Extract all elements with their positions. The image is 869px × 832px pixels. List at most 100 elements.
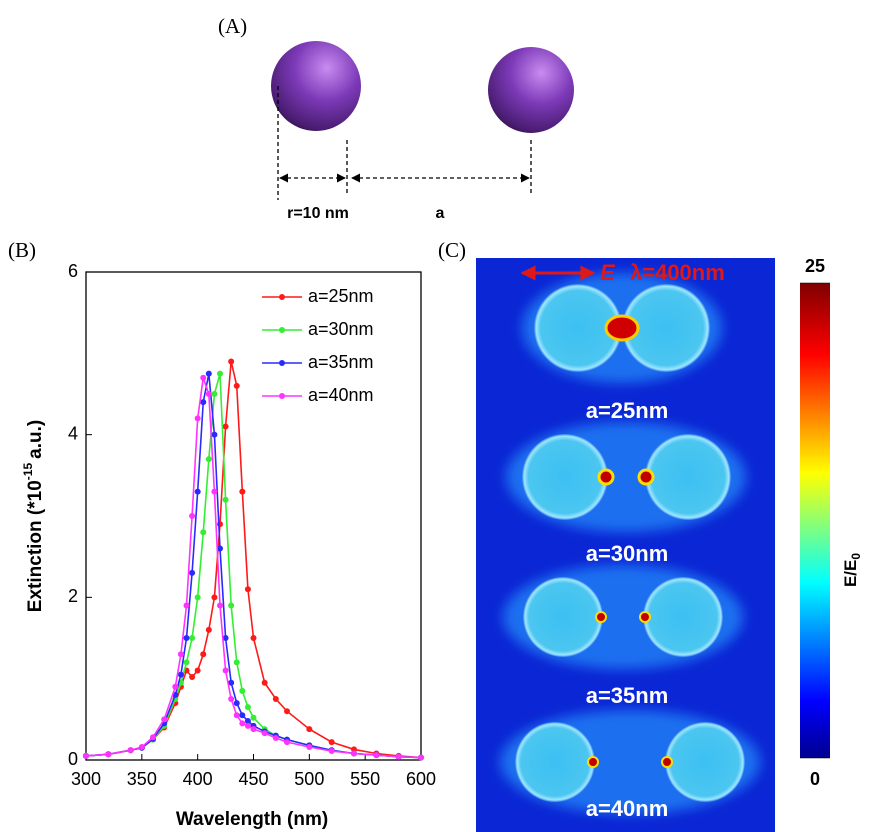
x-tick-label: 500 xyxy=(294,769,324,789)
legend-marker xyxy=(279,327,285,333)
data-point xyxy=(184,635,190,641)
data-point xyxy=(206,391,212,397)
legend-marker xyxy=(279,294,285,300)
y-label-exponent: -15 xyxy=(21,463,35,481)
sphere xyxy=(488,47,574,133)
data-point xyxy=(139,744,145,750)
data-point xyxy=(223,424,229,430)
data-point xyxy=(211,432,217,438)
data-point xyxy=(211,391,217,397)
data-point xyxy=(251,715,257,721)
panel-label: (C) xyxy=(438,238,466,262)
data-point xyxy=(195,668,201,674)
data-point xyxy=(161,716,167,722)
x-tick-label: 450 xyxy=(238,769,268,789)
data-point xyxy=(373,752,379,758)
data-point xyxy=(239,720,245,726)
plot-frame xyxy=(86,272,421,760)
data-point xyxy=(396,754,402,760)
data-point xyxy=(128,747,134,753)
sphere xyxy=(271,41,361,131)
spacing-label: a=25nm xyxy=(586,398,669,423)
data-point xyxy=(306,726,312,732)
data-point xyxy=(251,635,257,641)
x-tick-label: 600 xyxy=(406,769,436,789)
data-point xyxy=(200,529,206,535)
spacing-label: a=30nm xyxy=(586,541,669,566)
data-point xyxy=(245,723,251,729)
data-point xyxy=(262,730,268,736)
data-point xyxy=(178,672,184,678)
panel-label: (A) xyxy=(218,14,247,38)
x-tick-label: 350 xyxy=(127,769,157,789)
data-point xyxy=(228,696,234,702)
legend-marker xyxy=(279,360,285,366)
panel-label: (B) xyxy=(8,238,36,262)
legend-label: a=40nm xyxy=(308,385,374,405)
data-point xyxy=(239,688,245,694)
data-point xyxy=(239,712,245,718)
data-point xyxy=(217,602,223,608)
colorbar-label-sub: 0 xyxy=(849,553,863,560)
series-line xyxy=(86,374,421,758)
data-point xyxy=(234,659,240,665)
x-tick-label: 550 xyxy=(350,769,380,789)
data-point xyxy=(351,750,357,756)
colorbar xyxy=(800,283,830,758)
y-label-unit: a.u.) xyxy=(25,420,46,459)
spacing-label: a=40nm xyxy=(586,796,669,821)
legend-label: a=30nm xyxy=(308,319,374,339)
data-point xyxy=(228,602,234,608)
data-point xyxy=(284,739,290,745)
legend-label: a=35nm xyxy=(308,352,374,372)
data-point xyxy=(223,668,229,674)
series-line xyxy=(86,361,421,757)
data-point xyxy=(189,513,195,519)
data-point xyxy=(262,680,268,686)
series-line xyxy=(86,374,421,758)
series-line xyxy=(86,378,421,758)
colorbar-tick-label: 25 xyxy=(805,256,825,276)
data-point xyxy=(200,651,206,657)
data-point xyxy=(189,570,195,576)
data-point xyxy=(234,700,240,706)
data-point xyxy=(178,651,184,657)
data-point xyxy=(83,753,89,759)
data-point xyxy=(284,708,290,714)
data-point xyxy=(234,383,240,389)
x-tick-label: 300 xyxy=(71,769,101,789)
spacing-label: a=35nm xyxy=(586,683,669,708)
panel-a: (A) r=10 nm a xyxy=(218,14,574,222)
data-point xyxy=(217,371,223,377)
data-point xyxy=(245,704,251,710)
legend-marker xyxy=(279,393,285,399)
gap-label: a xyxy=(436,205,445,222)
panel-c: (C) E λ=400nm a=25nm a=30nm a=35nm a=40n… xyxy=(438,238,863,832)
data-point xyxy=(184,602,190,608)
data-point xyxy=(211,489,217,495)
y-tick-label: 6 xyxy=(68,261,78,281)
data-point xyxy=(211,594,217,600)
x-tick-label: 400 xyxy=(183,769,213,789)
colorbar-tick-label: 0 xyxy=(810,769,820,789)
data-point xyxy=(329,748,335,754)
data-point xyxy=(273,735,279,741)
data-point xyxy=(150,734,156,740)
data-point xyxy=(195,594,201,600)
data-point xyxy=(239,489,245,495)
data-point xyxy=(273,696,279,702)
legend-label: a=25nm xyxy=(308,286,374,306)
wavelength-label: λ=400nm xyxy=(630,260,725,285)
y-tick-label: 4 xyxy=(68,423,78,443)
data-point xyxy=(228,358,234,364)
data-point xyxy=(329,739,335,745)
data-point xyxy=(200,399,206,405)
data-point xyxy=(245,586,251,592)
data-point xyxy=(189,635,195,641)
x-axis-label: Wavelength (nm) xyxy=(176,809,328,830)
figure: (A) r=10 nm a (B) Wavelength (nm) Extinc… xyxy=(0,0,869,832)
data-point xyxy=(195,489,201,495)
data-point xyxy=(105,751,111,757)
y-label-main: Extinction (*10 xyxy=(25,480,46,612)
y-tick-label: 0 xyxy=(68,749,78,769)
